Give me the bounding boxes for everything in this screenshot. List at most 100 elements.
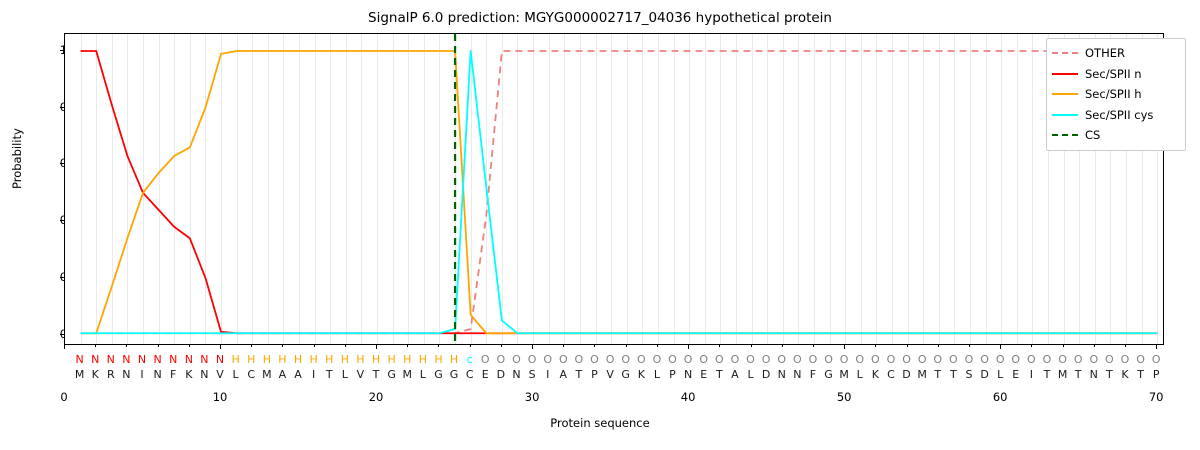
gridline	[923, 34, 925, 344]
amino-acid: C	[247, 368, 256, 381]
gridline	[283, 34, 285, 344]
gridline	[174, 34, 176, 344]
region-marker: H	[387, 353, 396, 366]
x-tick-mark	[532, 345, 534, 349]
region-marker: H	[293, 353, 303, 366]
gridline	[1110, 34, 1112, 344]
amino-acid: A	[559, 368, 568, 381]
region-marker: H	[231, 353, 240, 366]
region-marker: O	[1027, 353, 1036, 366]
region-marker: O	[995, 353, 1005, 366]
gridline	[673, 34, 675, 344]
region-marker: O	[714, 353, 724, 366]
amino-acid: T	[1137, 368, 1144, 381]
amino-acid: L	[232, 368, 239, 381]
x-tick-minor	[438, 345, 440, 347]
x-tick-minor	[344, 345, 346, 347]
legend-item[interactable]: CS	[1052, 125, 1180, 146]
gridline	[533, 34, 535, 344]
amino-acid: V	[216, 368, 224, 381]
amino-acid: N	[122, 368, 131, 381]
region-marker: N	[75, 353, 84, 366]
series-sec-spii-h	[80, 50, 1158, 335]
amino-acid: I	[140, 368, 144, 381]
region-marker: N	[122, 353, 131, 366]
region-marker: N	[137, 353, 147, 366]
region-marker: O	[683, 353, 693, 366]
region-marker: N	[215, 353, 225, 366]
legend-label: OTHER	[1085, 46, 1125, 61]
gridline	[361, 34, 363, 344]
region-marker: O	[761, 353, 771, 366]
legend-label: CS	[1085, 128, 1101, 143]
gridline	[860, 34, 862, 344]
legend-item[interactable]: Sec/SPII h	[1052, 84, 1180, 105]
x-tick-minor	[750, 345, 752, 347]
y-tick-mark	[60, 220, 64, 222]
gridline	[517, 34, 519, 344]
x-tick-label: 40	[680, 390, 696, 404]
amino-acid: T	[949, 368, 957, 381]
gridline	[143, 34, 144, 344]
legend-item[interactable]: Sec/SPII n	[1052, 64, 1180, 85]
region-marker: O	[1136, 353, 1145, 366]
region-marker: O	[792, 353, 802, 366]
x-tick-minor	[500, 345, 502, 347]
region-marker: N	[200, 353, 209, 366]
amino-acid: K	[871, 368, 879, 381]
gridline	[205, 34, 207, 344]
amino-acid: N	[683, 368, 693, 381]
gridline	[626, 34, 628, 344]
gridline	[299, 34, 301, 344]
x-tick-minor	[282, 345, 284, 347]
gridline	[408, 34, 410, 344]
legend-item[interactable]: OTHER	[1052, 43, 1180, 64]
amino-acid: P	[591, 368, 598, 381]
amino-acid: N	[1089, 368, 1098, 381]
x-tick-minor	[781, 345, 783, 347]
x-tick-mark	[220, 345, 222, 349]
gridline	[1094, 34, 1096, 344]
region-marker: O	[527, 353, 537, 366]
gridline	[236, 34, 238, 344]
legend-item[interactable]: Sec/SPII cys	[1052, 105, 1180, 126]
gridline	[1063, 34, 1065, 344]
gridline	[954, 34, 956, 344]
region-marker: O	[746, 353, 755, 366]
x-tick-minor	[812, 345, 814, 347]
gridline	[704, 34, 706, 344]
amino-acid: T	[1106, 368, 1113, 381]
gridline	[189, 34, 191, 344]
region-marker: O	[886, 353, 896, 366]
amino-acid: G	[434, 368, 443, 381]
amino-acid: G	[387, 368, 396, 381]
gridline	[252, 34, 254, 344]
region-marker: O	[1073, 353, 1083, 366]
amino-acid: M	[402, 368, 413, 381]
region-marker: O	[543, 353, 553, 366]
region-marker: O	[964, 353, 974, 366]
amino-acid: S	[528, 368, 536, 381]
x-tick-minor	[656, 345, 658, 347]
gridline	[907, 34, 909, 344]
legend-label: Sec/SPII n	[1085, 66, 1142, 81]
amino-acid: D	[761, 368, 771, 381]
gridline	[829, 34, 831, 344]
gridline	[1001, 34, 1003, 344]
amino-acid: F	[170, 368, 177, 381]
amino-acid: T	[325, 368, 333, 381]
x-tick-label: 20	[368, 390, 384, 404]
x-tick-minor	[937, 345, 939, 347]
plot-area	[64, 33, 1164, 345]
amino-acid: A	[278, 368, 287, 381]
x-tick-minor	[719, 345, 721, 347]
series-curves	[80, 34, 1158, 344]
amino-acid: K	[91, 368, 99, 381]
legend-label: Sec/SPII h	[1085, 87, 1142, 102]
amino-acid: E	[1012, 368, 1020, 381]
gridline	[314, 34, 316, 344]
amino-acid: G	[824, 368, 833, 381]
x-tick-minor	[625, 345, 627, 347]
region-marker: O	[871, 353, 880, 366]
region-marker: O	[621, 353, 631, 366]
